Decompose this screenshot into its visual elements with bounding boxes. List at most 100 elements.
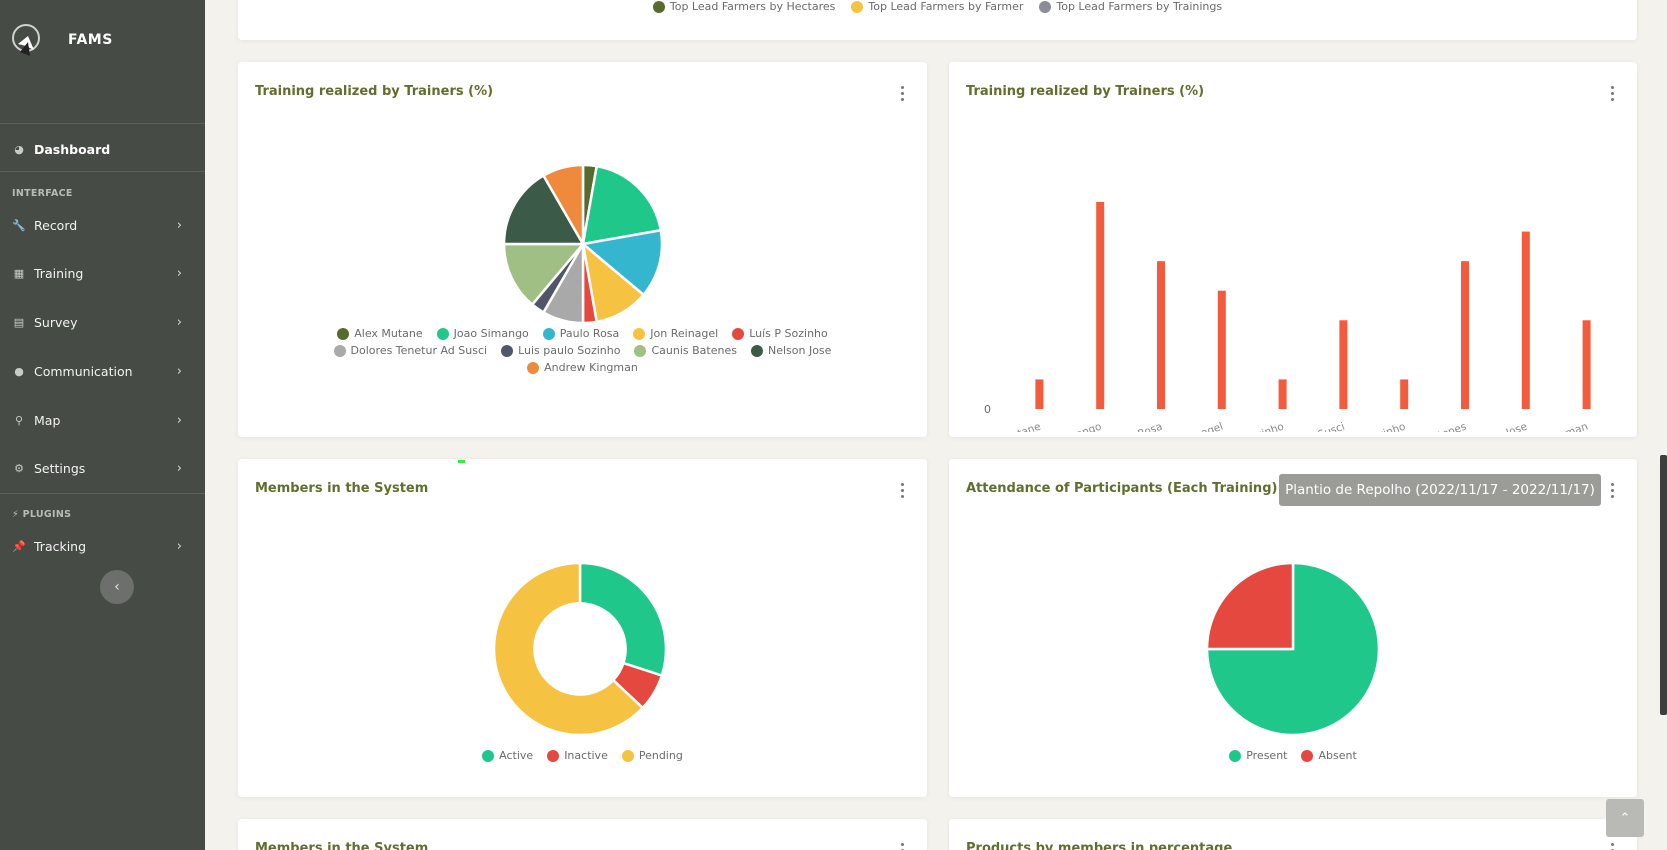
legend-dot	[732, 327, 745, 340]
plug-icon: ⚡	[12, 509, 19, 520]
pie-slice-andrew-kingman[interactable]	[541, 163, 585, 249]
x-tick-label: Jon Reinagel	[1159, 421, 1225, 432]
pie-slice-present[interactable]	[1205, 561, 1381, 737]
bar-joao-simango[interactable]	[1096, 202, 1105, 409]
bar-nelson-jose[interactable]	[1521, 231, 1530, 409]
chevron-right-icon: ›	[176, 314, 182, 330]
brand[interactable]: FAMS	[12, 22, 113, 58]
sidebar-item-tracking[interactable]: 📌 Tracking ›	[12, 534, 182, 558]
legend-dot	[501, 344, 514, 357]
sidebar-divider	[0, 123, 205, 124]
legend-item[interactable]: Top Lead Farmers by Trainings	[1039, 0, 1222, 13]
bar-alex-mutane[interactable]	[1035, 379, 1044, 409]
legend-item[interactable]: Present	[1229, 749, 1287, 762]
sidebar-item-map[interactable]: ⚲ Map ›	[12, 408, 182, 432]
legend-dot	[652, 0, 665, 13]
bar-jon-reinagel[interactable]	[1217, 290, 1226, 409]
training-bar-card: Training realized by Trainers (%) 0 Alex …	[949, 62, 1637, 437]
x-tick-label: Nelson Jose	[1468, 421, 1529, 432]
legend-item[interactable]: Pending	[621, 749, 683, 762]
members-card: Members in the System Active Inactive Pend…	[238, 459, 927, 797]
legend-item[interactable]: Luis paulo Sozinho	[501, 344, 620, 357]
sidebar-item-settings[interactable]: ⚙ Settings ›	[12, 456, 182, 480]
legend-item[interactable]: Top Lead Farmers by Farmer	[851, 0, 1023, 13]
pie-slice-caunis-batenes[interactable]	[502, 242, 586, 307]
legend-item[interactable]: Absent	[1301, 749, 1357, 762]
legend-item[interactable]: Dolores Tenetur Ad Susci	[333, 344, 487, 357]
legend-item[interactable]: Luís P Sozinho	[732, 327, 828, 340]
legend-label: Active	[499, 749, 534, 762]
sidebar-toggle-button[interactable]: ‹	[100, 570, 134, 604]
legend-label: Paulo Rosa	[559, 327, 620, 340]
sidebar-item-training[interactable]: ▦ Training ›	[12, 261, 182, 285]
legend-item[interactable]: Andrew Kingman	[527, 361, 638, 374]
pie-slice-nelson-jose[interactable]	[502, 173, 586, 246]
bar-caunis-batenes[interactable]	[1461, 261, 1469, 409]
bar-dolores-tenetur-ad-susci[interactable]	[1339, 320, 1348, 409]
pie-slice-paulo-rosa[interactable]	[580, 228, 664, 297]
legend-item[interactable]: Alex Mutane	[337, 327, 423, 340]
legend-item[interactable]: Inactive	[547, 749, 608, 762]
more-options-icon[interactable]	[1611, 483, 1615, 498]
sidebar-item-label: Tracking	[34, 538, 87, 554]
legend-dot	[633, 327, 646, 340]
sidebar-item-survey[interactable]: ▤ Survey ›	[12, 310, 182, 334]
chevron-up-icon: ⌃	[1619, 810, 1631, 826]
attendance-legend: Present Absent	[949, 749, 1637, 762]
legend-label: Luís P Sozinho	[749, 327, 828, 340]
legend-item[interactable]: Joao Simango	[436, 327, 529, 340]
products-card: Products by members in percentage	[949, 819, 1637, 850]
members-bottom-card: Members in the System	[238, 819, 927, 850]
legend-dot	[634, 344, 647, 357]
legend-item[interactable]: Paulo Rosa	[542, 327, 620, 340]
sidebar-item-label: Survey	[34, 314, 78, 330]
bar-lu-s-p-sozinho[interactable]	[1278, 379, 1287, 409]
legend-item[interactable]: Jon Reinagel	[633, 327, 718, 340]
app-name: FAMS	[68, 32, 113, 48]
card-title: Training realized by Trainers (%)	[966, 84, 1205, 99]
card-title: Training realized by Trainers (%)	[255, 84, 494, 99]
section-heading-interface: INTERFACE	[12, 188, 73, 199]
legend-dot	[1229, 749, 1242, 762]
sidebar-item-communication[interactable]: ● Communication ›	[12, 359, 182, 383]
pie-slice-pending[interactable]	[492, 561, 645, 737]
members-legend: Active Inactive Pending	[238, 749, 927, 762]
more-options-icon[interactable]	[1611, 843, 1615, 850]
bar-andrew-kingman[interactable]	[1582, 320, 1591, 409]
chevron-right-icon: ›	[176, 265, 182, 281]
gear-icon: ⚙	[14, 461, 24, 475]
pie-slice-active[interactable]	[578, 561, 668, 678]
card-title: Attendance of Participants (Each Trainin…	[966, 481, 1278, 496]
legend-item[interactable]: Nelson Jose	[750, 344, 832, 357]
bar-paulo-rosa[interactable]	[1157, 261, 1165, 409]
legend-dot	[527, 361, 540, 374]
more-options-icon[interactable]	[1611, 86, 1615, 101]
more-options-icon[interactable]	[901, 86, 905, 101]
legend-label: Nelson Jose	[767, 344, 832, 357]
sidebar-item-label: Map	[34, 412, 61, 428]
pin-icon: 📌	[12, 539, 26, 553]
legend-label: Caunis Batenes	[651, 344, 737, 357]
more-options-icon[interactable]	[901, 483, 905, 498]
scroll-to-top-button[interactable]: ⌃	[1606, 799, 1644, 837]
attendance-pie-chart	[1205, 561, 1381, 737]
legend-label: Top Lead Farmers by Hectares	[669, 0, 836, 13]
scrollbar[interactable]	[1660, 455, 1667, 715]
chevron-right-icon: ›	[176, 412, 182, 428]
table-icon: ▤	[13, 315, 25, 329]
legend-dot	[851, 0, 864, 13]
more-options-icon[interactable]	[901, 843, 905, 850]
x-tick-label: Paulo Rosa	[1107, 421, 1164, 432]
sidebar-item-record[interactable]: 🔧 Record ›	[12, 213, 182, 237]
pie-slice-absent[interactable]	[1205, 561, 1295, 651]
legend-dot	[333, 344, 346, 357]
legend-item[interactable]: Top Lead Farmers by Hectares	[652, 0, 836, 13]
bar-luis-paulo-sozinho[interactable]	[1400, 379, 1409, 409]
pie-slice-joao-simango[interactable]	[581, 164, 663, 246]
sidebar-item-dashboard[interactable]: ◕ Dashboard	[12, 137, 182, 161]
legend-item[interactable]: Active	[482, 749, 533, 762]
legend-dot	[482, 749, 495, 762]
training-select[interactable]: Plantio de Repolho (2022/11/17 - 2022/11…	[1279, 474, 1601, 506]
legend-item[interactable]: Caunis Batenes	[634, 344, 737, 357]
legend-label: Present	[1246, 749, 1288, 762]
